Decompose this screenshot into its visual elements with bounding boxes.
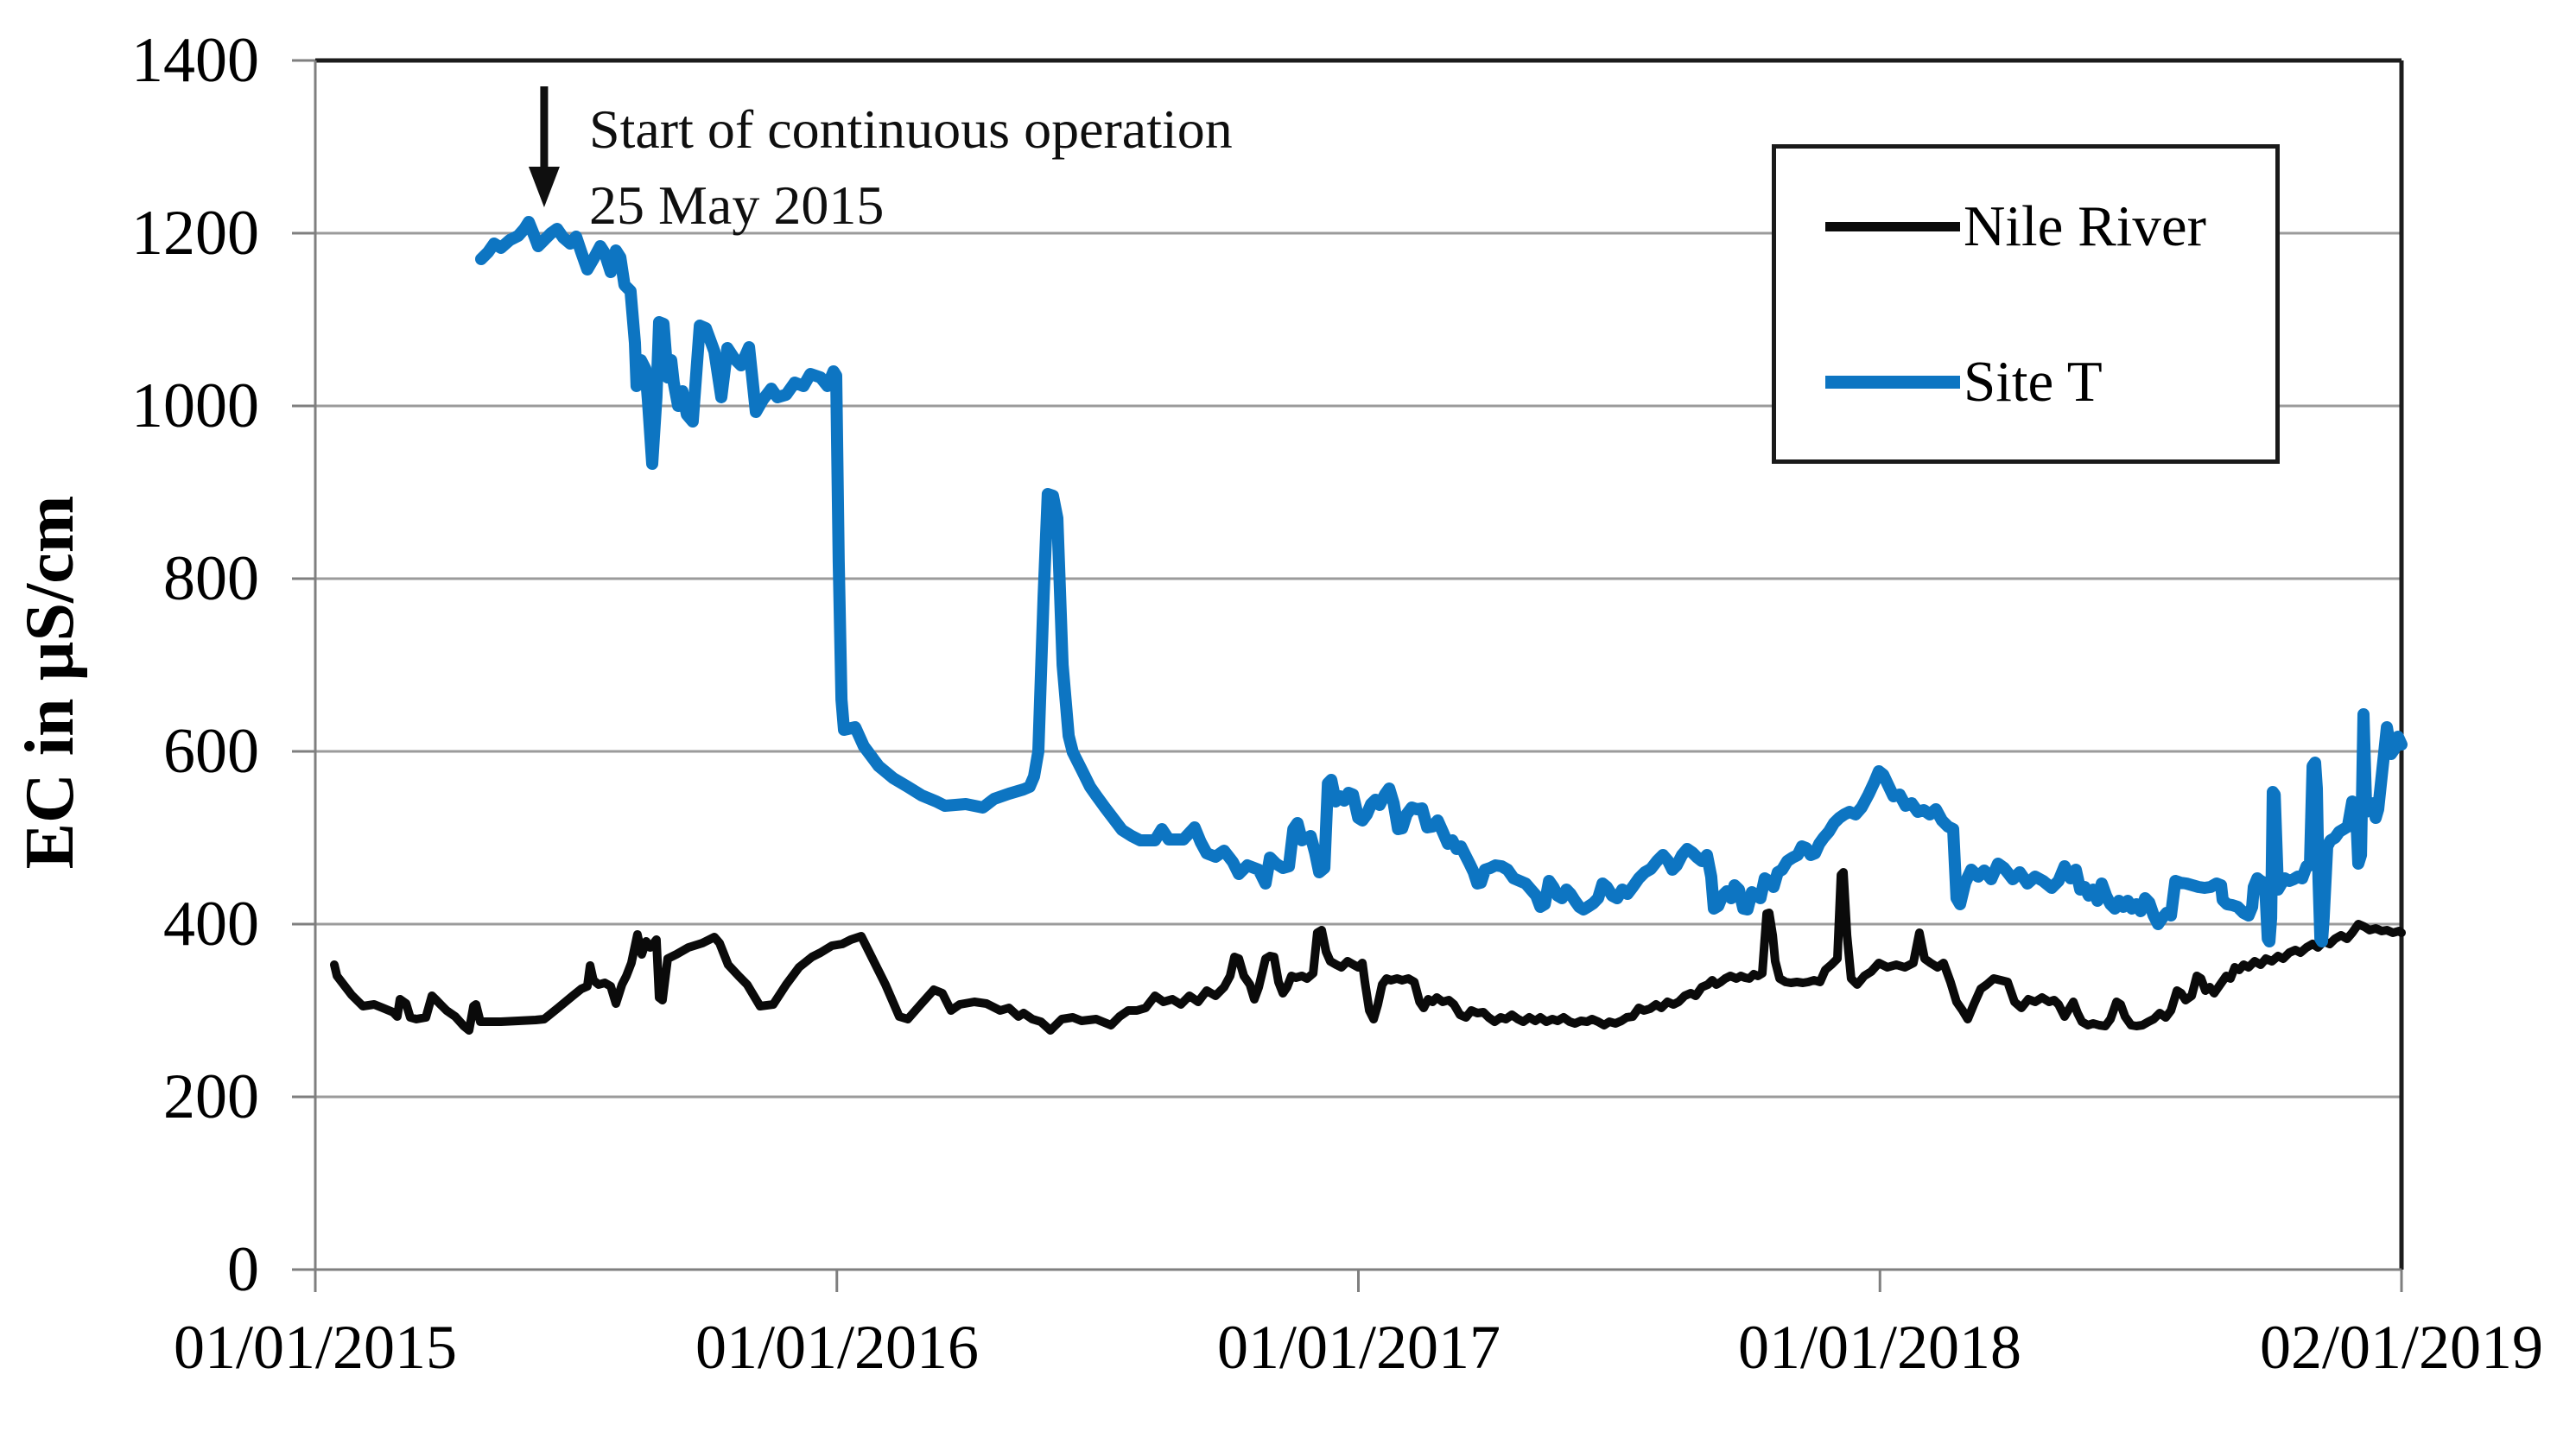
x-tick-label: 02/01/2019 (2259, 1313, 2543, 1382)
annotation-line1: Start of continuous operation (589, 98, 1233, 160)
y-tick-label: 800 (163, 543, 259, 614)
x-tick-label: 01/01/2018 (1737, 1313, 2021, 1382)
series-line-site-t (475, 216, 2408, 947)
annotation-line2: 25 May 2015 (589, 174, 885, 236)
y-tick-label: 0 (227, 1234, 259, 1305)
annotation-arrow-head (528, 167, 560, 207)
legend-item-nile-river: Nile River (1776, 149, 2275, 304)
y-tick-label: 1400 (131, 25, 259, 96)
annotation-text: Start of continuous operation 25 May 201… (589, 92, 1233, 244)
y-tick-label: 1200 (131, 198, 259, 269)
site-t-line-swatch (1825, 375, 1960, 389)
x-tick-label: 01/01/2015 (173, 1313, 457, 1382)
x-tick-label: 01/01/2017 (1216, 1313, 1501, 1382)
legend-item-site-t: Site T (1776, 304, 2275, 459)
y-tick-label: 200 (163, 1061, 259, 1132)
x-tick-label: 01/01/2016 (695, 1313, 979, 1382)
y-tick-label: 600 (163, 716, 259, 787)
legend: Nile River Site T (1772, 144, 2280, 464)
y-tick-label: 1000 (131, 371, 259, 441)
y-tick-label: 400 (163, 889, 259, 960)
legend-label: Site T (1964, 349, 2103, 414)
nile-river-line-swatch (1825, 221, 1960, 231)
series-line-nile-river (330, 868, 2406, 1035)
legend-label: Nile River (1964, 193, 2206, 258)
